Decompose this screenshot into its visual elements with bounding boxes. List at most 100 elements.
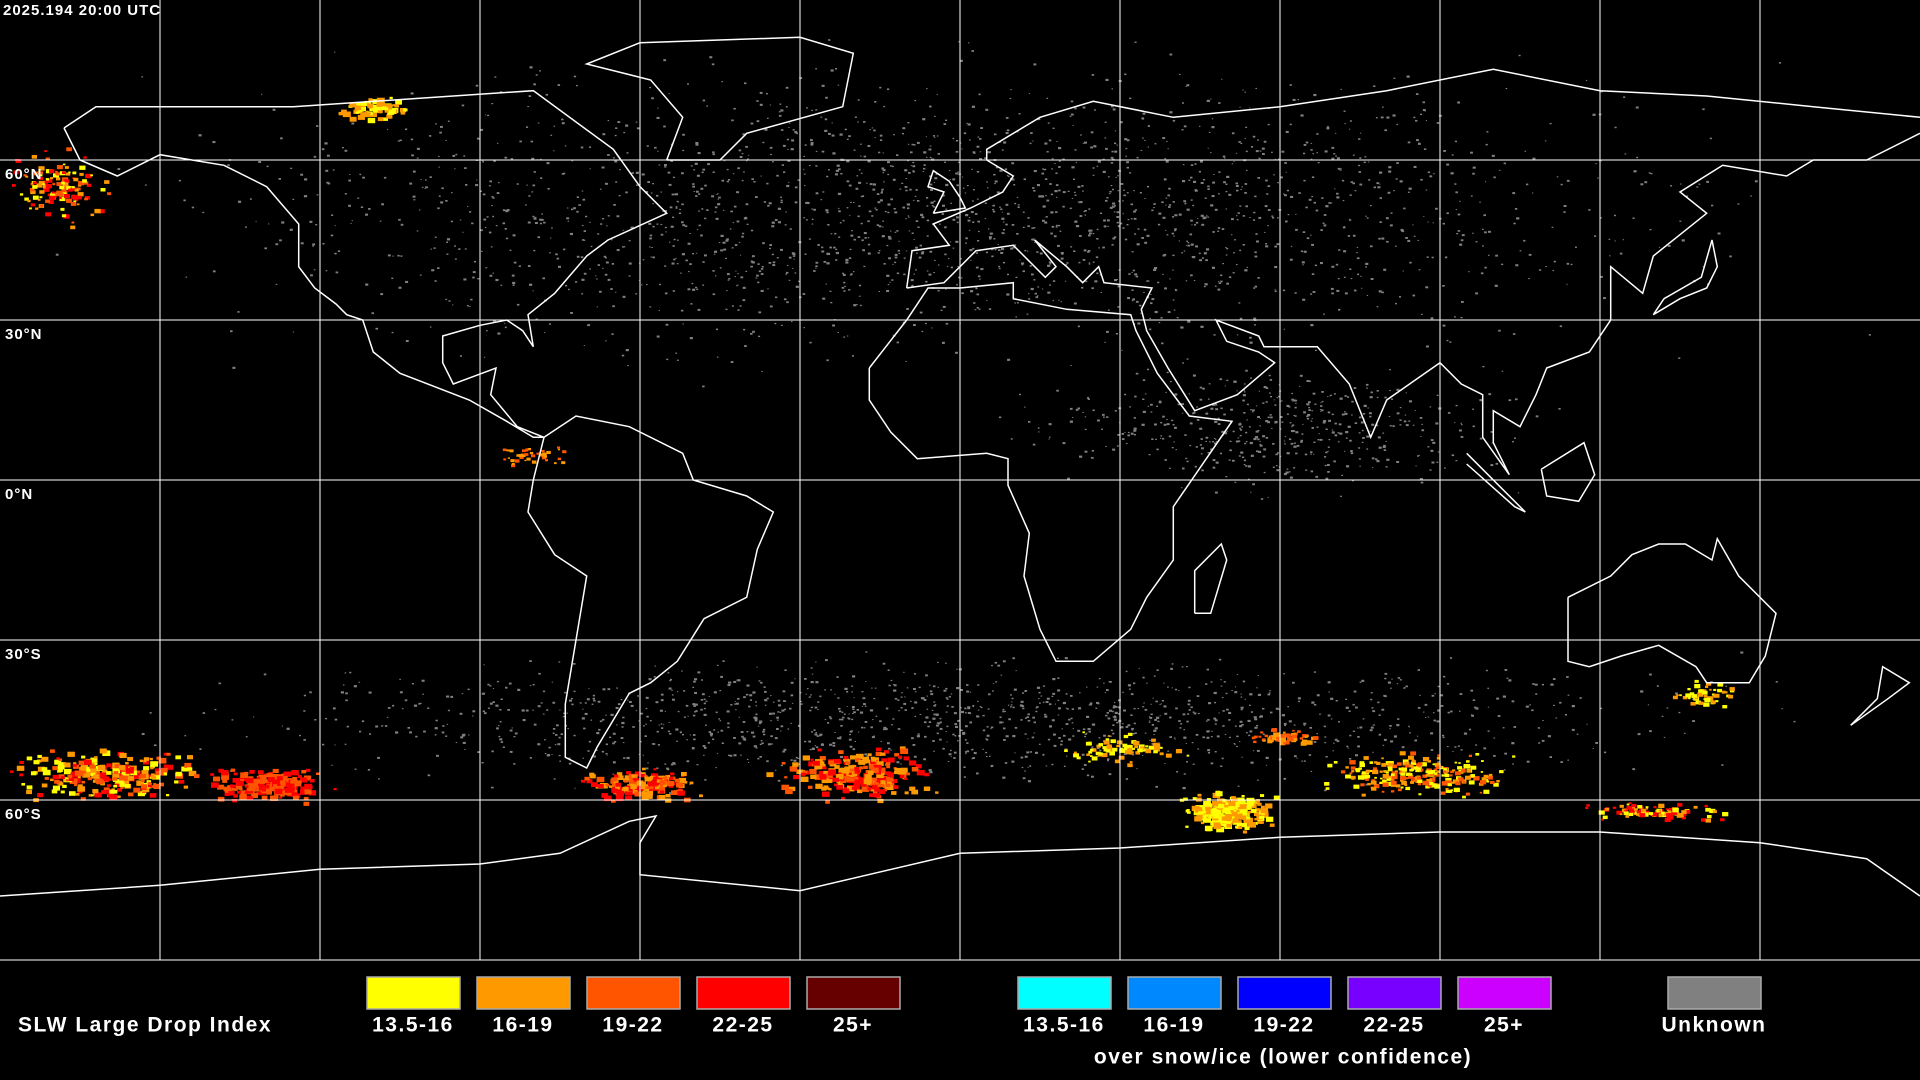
cloud-pixel	[1085, 280, 1088, 283]
cloud-pixel	[925, 674, 928, 677]
cloud-pixel	[1274, 266, 1278, 269]
cloud-pixel	[1124, 138, 1128, 141]
cloud-pixel	[1358, 447, 1361, 449]
cloud-pixel	[933, 206, 936, 208]
cloud-pixel	[530, 140, 533, 143]
cloud-pixel	[701, 679, 703, 681]
cloud-pixel	[772, 161, 774, 163]
cloud-pixel	[418, 702, 421, 705]
cloud-pixel	[964, 192, 967, 194]
cloud-pixel	[1260, 498, 1264, 500]
cloud-pixel	[846, 207, 849, 209]
cloud-pixel	[656, 730, 659, 733]
cloud-pixel	[416, 230, 419, 232]
cloud-pixel	[280, 779, 286, 783]
cloud-pixel	[75, 793, 80, 796]
cloud-pixel	[450, 695, 454, 698]
cloud-pixel	[1456, 233, 1459, 235]
cloud-pixel	[1011, 178, 1015, 181]
cloud-pixel	[1241, 426, 1244, 428]
cloud-pixel	[163, 764, 169, 768]
cloud-pixel	[411, 154, 414, 157]
cloud-pixel	[568, 288, 570, 291]
cloud-pixel	[936, 732, 939, 735]
cloud-pixel	[1001, 217, 1005, 220]
cloud-pixel	[1150, 403, 1153, 406]
cloud-pixel	[975, 287, 978, 290]
cloud-pixel	[340, 691, 344, 694]
cloud-pixel	[979, 278, 981, 280]
cloud-pixel	[1717, 232, 1721, 235]
cloud-pixel	[1425, 286, 1429, 289]
cloud-pixel	[1173, 441, 1175, 443]
cloud-pixel	[704, 779, 707, 781]
cloud-pixel	[876, 772, 884, 779]
cloud-pixel	[971, 168, 973, 170]
cloud-pixel	[1331, 146, 1335, 149]
cloud-pixel	[1559, 325, 1563, 328]
cloud-pixel	[841, 286, 845, 289]
cloud-pixel	[1244, 192, 1247, 194]
cloud-pixel	[955, 351, 958, 354]
cloud-pixel	[904, 709, 907, 711]
cloud-pixel	[1212, 181, 1215, 184]
cloud-pixel	[1112, 108, 1116, 111]
cloud-pixel	[1322, 421, 1326, 424]
cloud-pixel	[837, 782, 843, 786]
cloud-pixel	[1228, 276, 1232, 279]
cloud-pixel	[1475, 744, 1478, 746]
cloud-pixel	[1189, 422, 1193, 425]
cloud-pixel	[1244, 183, 1248, 185]
cloud-pixel	[1277, 182, 1279, 184]
cloud-pixel	[741, 235, 744, 238]
cloud-pixel	[920, 697, 924, 699]
cloud-pixel	[650, 192, 653, 194]
cloud-pixel	[1389, 369, 1391, 371]
cloud-pixel	[946, 741, 948, 743]
cloud-pixel	[993, 238, 996, 240]
cloud-pixel	[459, 712, 463, 715]
cloud-pixel	[1016, 233, 1019, 235]
cloud-pixel	[1388, 415, 1391, 417]
cloud-pixel	[1091, 457, 1094, 459]
cloud-pixel	[622, 786, 629, 792]
cloud-pixel	[980, 706, 983, 709]
cloud-pixel	[1346, 745, 1349, 748]
cloud-pixel	[1175, 707, 1178, 710]
cloud-pixel	[288, 782, 295, 787]
cloud-pixel	[1259, 715, 1263, 718]
cloud-pixel	[887, 203, 891, 206]
cloud-pixel	[1232, 459, 1235, 462]
cloud-pixel	[1038, 691, 1041, 694]
cloud-pixel	[1363, 404, 1367, 407]
cloud-pixel	[1146, 185, 1149, 188]
cloud-pixel	[1181, 403, 1184, 405]
cloud-pixel	[391, 331, 394, 334]
cloud-pixel	[900, 748, 909, 754]
cloud-pixel	[902, 127, 906, 130]
cloud-pixel	[728, 278, 731, 280]
cloud-pixel	[1122, 200, 1124, 202]
cloud-pixel	[1109, 190, 1112, 193]
cloud-pixel	[461, 734, 465, 737]
cloud-pixel	[598, 728, 601, 731]
cloud-pixel	[1430, 439, 1434, 441]
cloud-pixel	[1265, 243, 1268, 245]
cloud-pixel	[1136, 156, 1139, 159]
cloud-pixel	[1366, 217, 1369, 219]
cloud-pixel	[915, 220, 919, 222]
cloud-pixel	[825, 283, 827, 285]
cloud-pixel	[683, 780, 688, 784]
cloud-pixel	[1105, 78, 1109, 81]
cloud-pixel	[976, 171, 980, 173]
cloud-pixel	[1156, 669, 1159, 671]
cloud-pixel	[602, 133, 606, 136]
cloud-pixel	[891, 724, 893, 726]
cloud-pixel	[1570, 263, 1573, 266]
cloud-pixel	[1234, 743, 1236, 745]
cloud-pixel	[906, 203, 910, 206]
cloud-pixel	[848, 713, 850, 715]
cloud-pixel	[345, 692, 348, 695]
cloud-pixel	[950, 693, 953, 695]
cloud-pixel	[821, 150, 825, 153]
